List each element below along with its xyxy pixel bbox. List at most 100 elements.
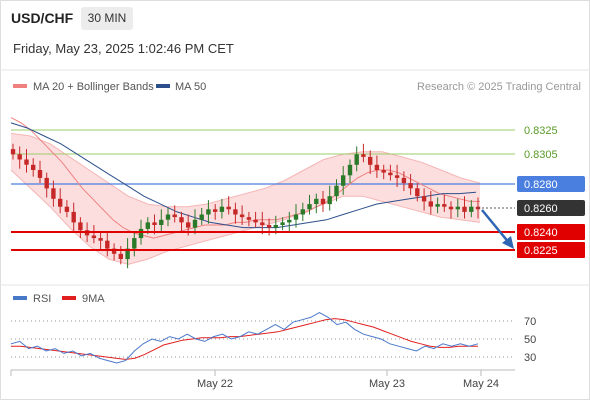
candle-body	[260, 222, 265, 225]
ma50-legend-swatch	[156, 84, 170, 88]
support-box-2	[517, 242, 585, 258]
candle-body	[314, 198, 319, 204]
candle-body	[98, 238, 103, 241]
resistance-label-1: 0.8325	[524, 125, 558, 137]
candle-body	[206, 209, 211, 215]
candles	[10, 143, 481, 269]
candle-body	[374, 164, 380, 170]
support-box-1	[517, 224, 585, 240]
rsi-ma-legend-swatch	[62, 296, 76, 300]
candle-body	[125, 248, 130, 260]
candle-body	[435, 204, 440, 207]
candle-body	[172, 214, 177, 218]
current-price-box	[517, 176, 585, 192]
candle-body	[469, 206, 474, 212]
candle-body	[111, 248, 117, 254]
candle-body	[455, 206, 460, 210]
current-price-label: 0.8280	[524, 179, 558, 191]
candle-body	[280, 222, 285, 225]
header: USD/CHF 30 MIN	[0, 0, 590, 36]
x-tick-label-may24: May 24	[463, 378, 499, 390]
ma50-legend-label: MA 50	[175, 81, 206, 93]
symbol-title: USD/CHF	[11, 10, 74, 26]
candle-body	[233, 209, 238, 215]
candle-body	[341, 175, 346, 186]
candle-body	[51, 188, 56, 199]
candle-body	[192, 219, 198, 228]
candle-body	[239, 214, 245, 218]
candle-body	[401, 177, 407, 184]
candle-body	[334, 185, 339, 197]
candle-body	[71, 211, 76, 223]
rsi-line	[10, 312, 479, 364]
rsi-tick-50: 50	[524, 334, 536, 346]
candle-body	[37, 170, 43, 178]
x-tick-label-may23: May 23	[369, 378, 405, 390]
ma50-line	[10, 122, 477, 229]
ma20-legend-swatch	[13, 84, 27, 88]
timeframe-button[interactable]: 30 MIN	[81, 7, 133, 30]
candle-body	[253, 219, 258, 223]
rsi-legend-label: RSI	[33, 293, 51, 305]
candle-body	[152, 222, 157, 225]
candle-body	[354, 154, 359, 165]
forecast-arrow-icon	[502, 236, 514, 249]
candle-body	[273, 225, 278, 228]
candle-body	[10, 149, 16, 155]
candle-body	[246, 217, 252, 220]
candle-body	[186, 222, 191, 228]
candle-body	[347, 164, 353, 176]
candle-body	[145, 222, 150, 229]
bollinger-upper-line	[10, 132, 481, 208]
ma20-legend-label: MA 20 + Bollinger Bands	[33, 81, 154, 93]
candle-body	[159, 219, 164, 225]
candle-body	[368, 156, 373, 165]
candle-body	[105, 240, 110, 249]
candle-body	[132, 238, 137, 249]
candle-body	[394, 175, 400, 178]
candle-body	[388, 172, 393, 176]
rsi-tick-30: 30	[524, 352, 536, 364]
candle-body	[138, 228, 144, 239]
candle-body	[266, 225, 272, 228]
last-price-box	[517, 200, 585, 216]
last-price-label: 0.8260	[524, 203, 558, 215]
candle-body	[442, 204, 447, 207]
candle-body	[78, 222, 83, 231]
candle-body	[462, 206, 467, 212]
candle-body	[408, 183, 413, 189]
candle-body	[64, 206, 70, 212]
candle-body	[421, 196, 427, 202]
candle-body	[415, 188, 420, 197]
resistance-label-2: 0.8305	[524, 149, 558, 161]
candle-body	[17, 154, 22, 160]
candle-body	[320, 198, 326, 204]
timestamp: Friday, May 23, 2025 1:02:46 PM CET	[13, 41, 234, 56]
credit-text: Research © 2025 Trading Central	[417, 81, 581, 93]
x-tick-label-may22: May 22	[197, 378, 233, 390]
candle-body	[24, 159, 29, 165]
rsi-tick-70: 70	[524, 316, 536, 328]
support-label-1: 0.8240	[524, 227, 558, 239]
candle-body	[31, 164, 36, 170]
candle-body	[213, 209, 218, 212]
bollinger-lower-line	[10, 169, 481, 265]
support-label-2: 0.8225	[524, 245, 558, 257]
candle-body	[118, 253, 123, 259]
rsi-ma-legend-label: 9MA	[82, 293, 105, 305]
rsi-ma-line	[11, 318, 478, 360]
candle-body	[58, 198, 63, 207]
candle-body	[361, 154, 366, 157]
candle-body	[226, 206, 231, 210]
candle-body	[44, 177, 49, 189]
candle-body	[91, 235, 97, 239]
rsi-legend-swatch	[13, 296, 27, 300]
ma20-line	[10, 117, 480, 239]
candle-body	[428, 201, 433, 207]
candle-body	[307, 204, 312, 210]
candle-body	[199, 214, 204, 220]
candle-body	[381, 170, 386, 173]
candle-body	[287, 219, 292, 223]
candle-body	[300, 209, 305, 215]
